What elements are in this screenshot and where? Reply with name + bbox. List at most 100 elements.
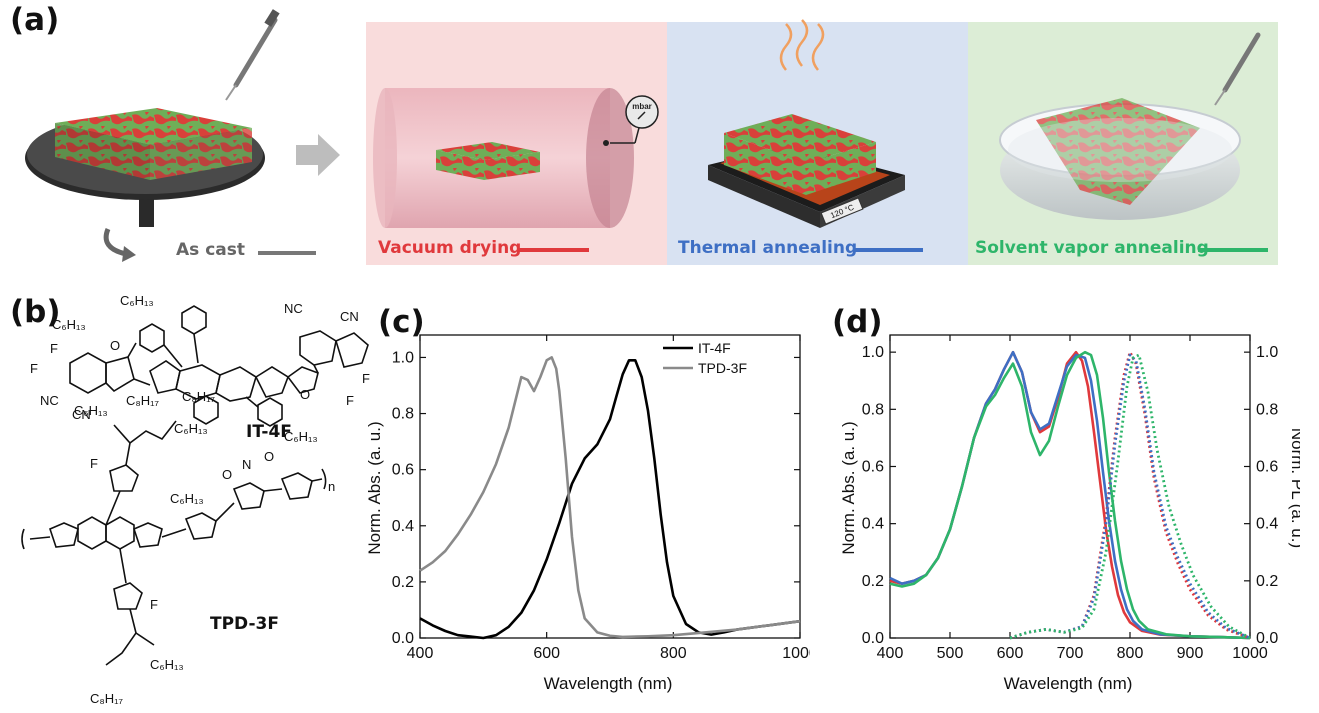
svg-text:C₆H₁₃: C₆H₁₃: [120, 293, 154, 308]
y-tick-label: 0.8: [392, 406, 414, 423]
y-tick-label: 1.0: [392, 349, 414, 366]
svg-text:F: F: [346, 393, 354, 408]
heat-waves-icon: [779, 19, 825, 71]
y-tick-label-right: 0.4: [1256, 516, 1278, 533]
svg-text:C₆H₁₃: C₆H₁₃: [174, 421, 208, 436]
y-tick-label: 0.2: [862, 573, 884, 590]
panel-label-a: (a): [10, 2, 60, 38]
legend-label-tpd3f: TPD-3F: [698, 360, 747, 376]
abs-series-0: [889, 350, 1251, 640]
svg-text:O: O: [264, 449, 274, 464]
svg-text:CN: CN: [72, 407, 91, 422]
x-tick-label: 1000: [1232, 645, 1268, 662]
legend-label-it4f: IT-4F: [698, 340, 731, 356]
y-axis-right-label-d: Norm. PL (a. u.): [1288, 428, 1300, 548]
vacuum-chamber: mbar: [373, 88, 659, 228]
x-tick-label: 800: [660, 645, 687, 662]
molecule-label-it4f: IT-4F: [246, 422, 292, 442]
series-layer-c: [419, 356, 801, 640]
y-tick-label-right: 0.6: [1256, 458, 1278, 475]
panel-label-c: (c): [378, 304, 425, 340]
legend-c: IT-4F TPD-3F: [663, 340, 747, 376]
svg-text:F: F: [30, 361, 38, 376]
svg-text:C₈H₁₇: C₈H₁₇: [182, 389, 216, 404]
y-tick-label-right: 0.8: [1256, 401, 1278, 418]
stage-line-as-cast: [258, 251, 316, 255]
panel-label-b: (b): [10, 294, 61, 330]
x-tick-label: 600: [997, 645, 1024, 662]
y-tick-label: 1.0: [862, 344, 884, 361]
pipette-icon: [225, 9, 280, 101]
x-tick-label: 700: [1057, 645, 1084, 662]
spin-coater: [25, 108, 265, 227]
petri-dish: [999, 98, 1241, 220]
stage-line-thermal-annealing: [853, 248, 923, 252]
svg-text:N: N: [242, 457, 251, 472]
x-tick-label: 500: [937, 645, 964, 662]
abs-series-0: [419, 359, 801, 640]
x-tick-label: 900: [1177, 645, 1204, 662]
stage-label-solvent-vapor-annealing: Solvent vapor annealing: [975, 238, 1209, 258]
svg-text:O: O: [110, 338, 120, 353]
svg-text:C₆H₁₃: C₆H₁₃: [150, 657, 184, 672]
absorption-chart-c: 400 600 800 1000 0.0 0.2 0.4 0.6 0.8 1.0 Waveleng…: [365, 334, 810, 693]
x-axis-label-c: Wavelength (nm): [544, 674, 673, 693]
rotation-arrow-icon: [103, 228, 136, 262]
panel-label-d: (d): [832, 304, 883, 340]
stage-label-thermal-annealing: Thermal annealing: [678, 238, 858, 258]
svg-text:CN: CN: [340, 309, 359, 324]
svg-text:O: O: [300, 387, 310, 402]
y-tick-label-right: 1.0: [1256, 344, 1278, 361]
svg-text:C₆H₁₃: C₆H₁₃: [170, 491, 204, 506]
schematic-illustration: mbar 120 °C: [25, 9, 1261, 262]
svg-text:F: F: [362, 371, 370, 386]
svg-text:NC: NC: [284, 301, 303, 316]
x-tick-label: 1000: [782, 645, 810, 662]
series-layer-d: [889, 350, 1251, 640]
y-axis-label-d: Norm. Abs. (a. u.): [839, 421, 858, 554]
x-axis-label-d: Wavelength (nm): [1004, 674, 1133, 693]
y-tick-label: 0.6: [862, 458, 884, 475]
svg-text:C₈H₁₇: C₈H₁₇: [126, 393, 160, 408]
svg-text:F: F: [150, 597, 158, 612]
pl-series-5: [1009, 353, 1251, 640]
stage-line-solvent-vapor-annealing: [1198, 248, 1268, 252]
hot-plate: 120 °C: [708, 114, 905, 228]
y-tick-label-right: 0.0: [1256, 630, 1278, 647]
svg-text:F: F: [50, 341, 58, 356]
svg-text:O: O: [222, 467, 232, 482]
svg-text:C₆H₁₃: C₆H₁₃: [284, 429, 318, 444]
y-tick-label: 0.0: [862, 630, 884, 647]
stage-line-vacuum-drying: [519, 248, 589, 252]
molecular-structures: C₆H₁₃ C₆H₁₃ C₆H₁₃ C₆H₁₃ NC CN NC CN F F …: [21, 293, 370, 706]
y-tick-label: 0.0: [392, 630, 414, 647]
x-tick-label: 600: [533, 645, 560, 662]
svg-text:C₆H₁₃: C₆H₁₃: [74, 403, 108, 418]
abs-series-1: [889, 350, 1251, 640]
plot-frame-c: [419, 334, 801, 639]
pipette-icon-svs: [1214, 32, 1261, 106]
y-tick-label: 0.2: [392, 574, 414, 591]
process-arrow-icon: [296, 134, 340, 176]
y-tick-label: 0.4: [862, 516, 884, 533]
x-tick-label: 400: [877, 645, 904, 662]
gauge-label: mbar: [632, 102, 652, 111]
y-tick-label-right: 0.2: [1256, 573, 1278, 590]
svg-text:C₆H₁₃: C₆H₁₃: [52, 317, 86, 332]
abs-series-1: [419, 356, 801, 639]
svg-text:C₈H₁₇: C₈H₁₇: [90, 691, 124, 706]
svg-text:NC: NC: [40, 393, 59, 408]
y-tick-label: 0.6: [392, 462, 414, 479]
molecule-label-tpd3f: TPD-3F: [210, 614, 279, 634]
stage-label-vacuum-drying: Vacuum drying: [378, 238, 522, 258]
y-tick-label: 0.4: [392, 518, 414, 535]
abs-series-2: [889, 350, 1251, 640]
axis-ticks-c: 400 600 800 1000 0.0 0.2 0.4 0.6 0.8 1.0: [392, 335, 810, 662]
pressure-gauge-icon: [625, 95, 659, 129]
y-tick-label: 0.8: [862, 401, 884, 418]
stage-label-as-cast: As cast: [176, 240, 245, 260]
y-axis-label-c: Norm. Abs. (a. u.): [365, 421, 384, 554]
svg-text:n: n: [328, 479, 335, 494]
